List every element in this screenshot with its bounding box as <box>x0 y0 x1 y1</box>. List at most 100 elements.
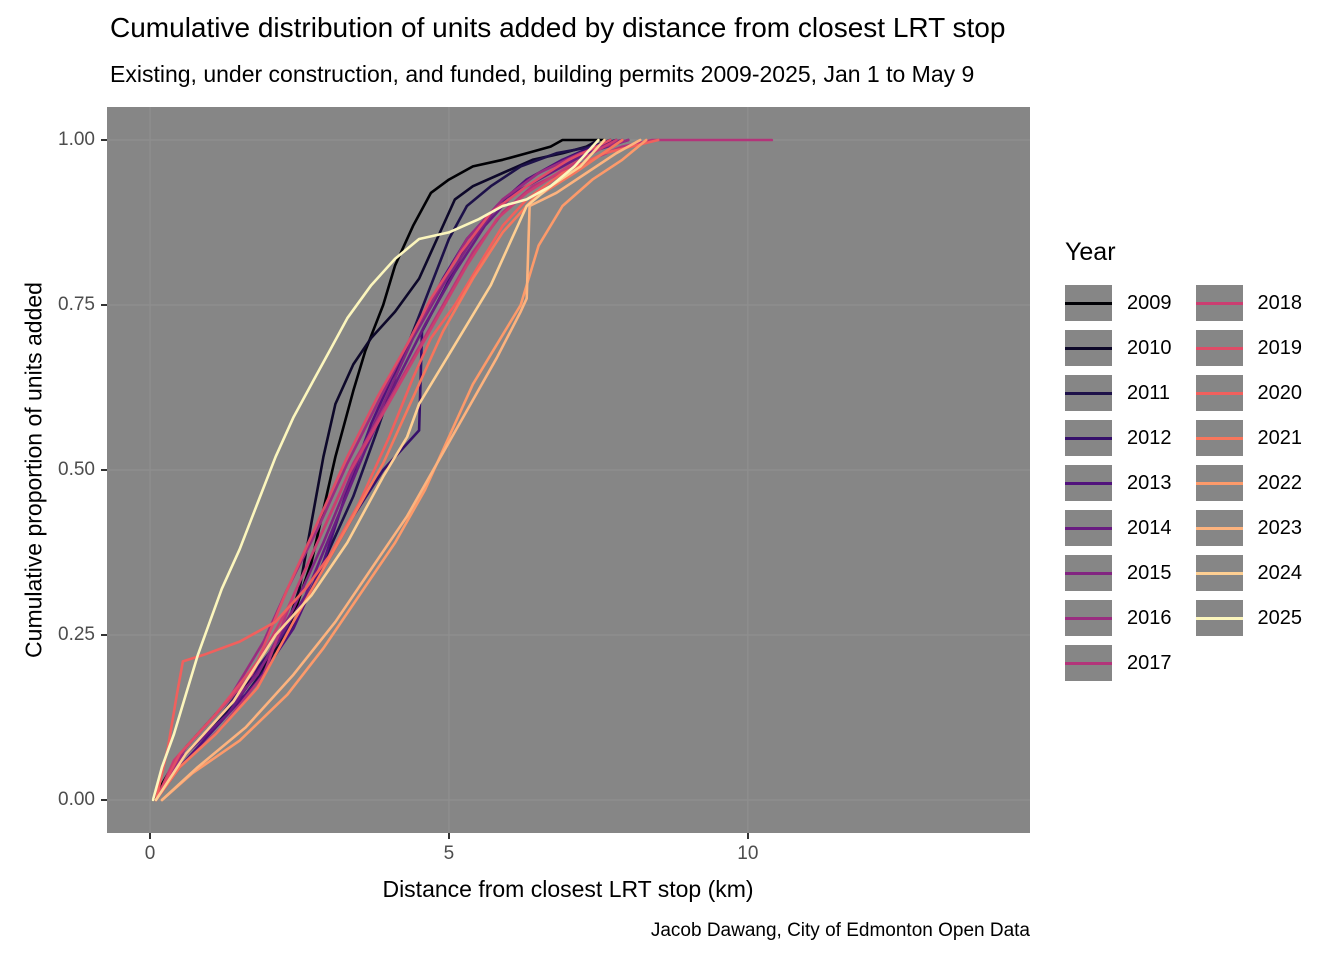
legend-item-2016: 2016 <box>1065 600 1172 636</box>
y-axis-label: Cumulative proportion of units added <box>20 282 47 658</box>
legend-item-2019: 2019 <box>1195 330 1303 366</box>
x-tick-label: 10 <box>737 843 759 864</box>
legend-key-swatch <box>1195 510 1243 546</box>
legend-key-line <box>1195 301 1243 305</box>
legend-item-2024: 2024 <box>1195 555 1303 591</box>
series-line-2025 <box>151 138 600 802</box>
legend-key-line <box>1195 436 1243 440</box>
legend-key-line <box>1065 481 1112 485</box>
chart-title: Cumulative distribution of units added b… <box>110 12 1006 43</box>
legend-key-swatch <box>1065 645 1112 681</box>
y-tick-label: 1.00 <box>58 129 95 150</box>
legend-key-line <box>1195 481 1243 485</box>
legend-item-2018: 2018 <box>1195 285 1303 321</box>
x-tick-label: 5 <box>443 843 455 864</box>
legend: Year 2009 2010 2011 2012 2013 2014 2015 2016 201… <box>1065 238 1302 690</box>
legend-key-swatch <box>1065 600 1112 636</box>
legend-key-line <box>1195 391 1243 395</box>
legend-key-line <box>1195 571 1243 575</box>
series-line-2021 <box>154 138 624 802</box>
y-tick-mark <box>101 304 107 306</box>
series-line-2023 <box>160 138 642 802</box>
series-line-2019 <box>154 138 612 802</box>
legend-label: 2017 <box>1127 651 1172 674</box>
legend-label: 2010 <box>1127 336 1172 359</box>
legend-item-2014: 2014 <box>1065 510 1172 546</box>
legend-key-line <box>1065 526 1112 530</box>
legend-key-line <box>1195 526 1243 530</box>
legend-key-swatch <box>1195 465 1243 501</box>
legend-item-2021: 2021 <box>1195 420 1303 456</box>
y-tick-label: 0.75 <box>58 294 95 315</box>
legend-item-2010: 2010 <box>1065 330 1172 366</box>
legend-key-swatch <box>1195 420 1243 456</box>
legend-key-swatch <box>1065 510 1112 546</box>
legend-label: 2012 <box>1127 426 1172 449</box>
legend-label: 2020 <box>1257 381 1303 404</box>
legend-item-2009: 2009 <box>1065 285 1172 321</box>
legend-label: 2011 <box>1127 381 1171 404</box>
legend-key-line <box>1065 571 1112 575</box>
plot-panel <box>107 107 1030 833</box>
legend-item-2025: 2025 <box>1195 600 1302 636</box>
chart-canvas <box>107 107 1030 833</box>
legend-key-line <box>1065 616 1112 620</box>
legend-label: 2016 <box>1127 606 1172 629</box>
legend-column: 2009 2010 2011 2012 2013 2014 2015 2016 2017 <box>1065 285 1172 690</box>
chart-caption: Jacob Dawang, City of Edmonton Open Data <box>650 920 1030 941</box>
legend-key-line <box>1195 346 1243 350</box>
legend-label: 2023 <box>1257 516 1303 539</box>
legend-key-swatch <box>1065 555 1112 591</box>
legend-item-2011: 2011 <box>1065 375 1172 411</box>
legend-key-swatch <box>1065 375 1112 411</box>
legend-item-2022: 2022 <box>1195 465 1303 501</box>
legend-item-2013: 2013 <box>1065 465 1172 501</box>
legend-key-swatch <box>1065 465 1112 501</box>
legend-key-swatch <box>1065 285 1112 321</box>
x-tick-mark <box>746 833 749 839</box>
x-tick-mark <box>447 833 450 839</box>
legend-item-2020: 2020 <box>1195 375 1303 411</box>
legend-key-line <box>1065 661 1112 665</box>
series-line-2016 <box>154 138 630 802</box>
x-axis-label: Distance from closest LRT stop (km) <box>382 876 754 902</box>
legend-key-line <box>1195 616 1243 620</box>
legend-label: 2024 <box>1257 561 1303 584</box>
series-line-2024 <box>154 138 606 802</box>
legend-label: 2021 <box>1257 426 1303 449</box>
x-tick-label: 0 <box>144 843 156 864</box>
legend-key-swatch <box>1195 330 1243 366</box>
y-tick-mark <box>101 139 107 141</box>
legend-key-swatch <box>1065 330 1112 366</box>
y-tick-mark <box>101 469 107 471</box>
legend-item-2017: 2017 <box>1065 645 1172 681</box>
legend-label: 2018 <box>1257 291 1303 314</box>
y-tick-mark <box>101 634 107 636</box>
legend-key-line <box>1065 346 1112 350</box>
y-tick-label: 0.00 <box>58 789 95 810</box>
legend-key-swatch <box>1195 600 1243 636</box>
legend-label: 2014 <box>1127 516 1172 539</box>
legend-item-2023: 2023 <box>1195 510 1303 546</box>
legend-column: 2018 2019 2020 2021 2022 2023 2024 2025 <box>1195 285 1303 645</box>
legend-key-line <box>1065 436 1112 440</box>
legend-key-swatch <box>1195 285 1243 321</box>
legend-item-2015: 2015 <box>1065 555 1172 591</box>
series-line-2022 <box>160 138 648 802</box>
y-tick-mark <box>101 799 107 801</box>
legend-label: 2019 <box>1257 336 1303 359</box>
legend-label: 2022 <box>1257 471 1303 494</box>
legend-columns: 2009 2010 2011 2012 2013 2014 2015 2016 2017 2018… <box>1065 285 1302 690</box>
y-tick-label: 0.50 <box>58 459 95 480</box>
legend-item-2012: 2012 <box>1065 420 1172 456</box>
series-line-2020 <box>154 138 660 802</box>
legend-key-line <box>1065 391 1112 395</box>
legend-label: 2013 <box>1127 471 1172 494</box>
legend-key-swatch <box>1065 420 1112 456</box>
y-tick-label: 0.25 <box>58 624 95 645</box>
legend-key-swatch <box>1195 375 1243 411</box>
legend-title: Year <box>1065 238 1116 266</box>
chart-subtitle: Existing, under construction, and funded… <box>110 61 975 87</box>
legend-key-line <box>1065 301 1112 305</box>
legend-key-swatch <box>1195 555 1243 591</box>
